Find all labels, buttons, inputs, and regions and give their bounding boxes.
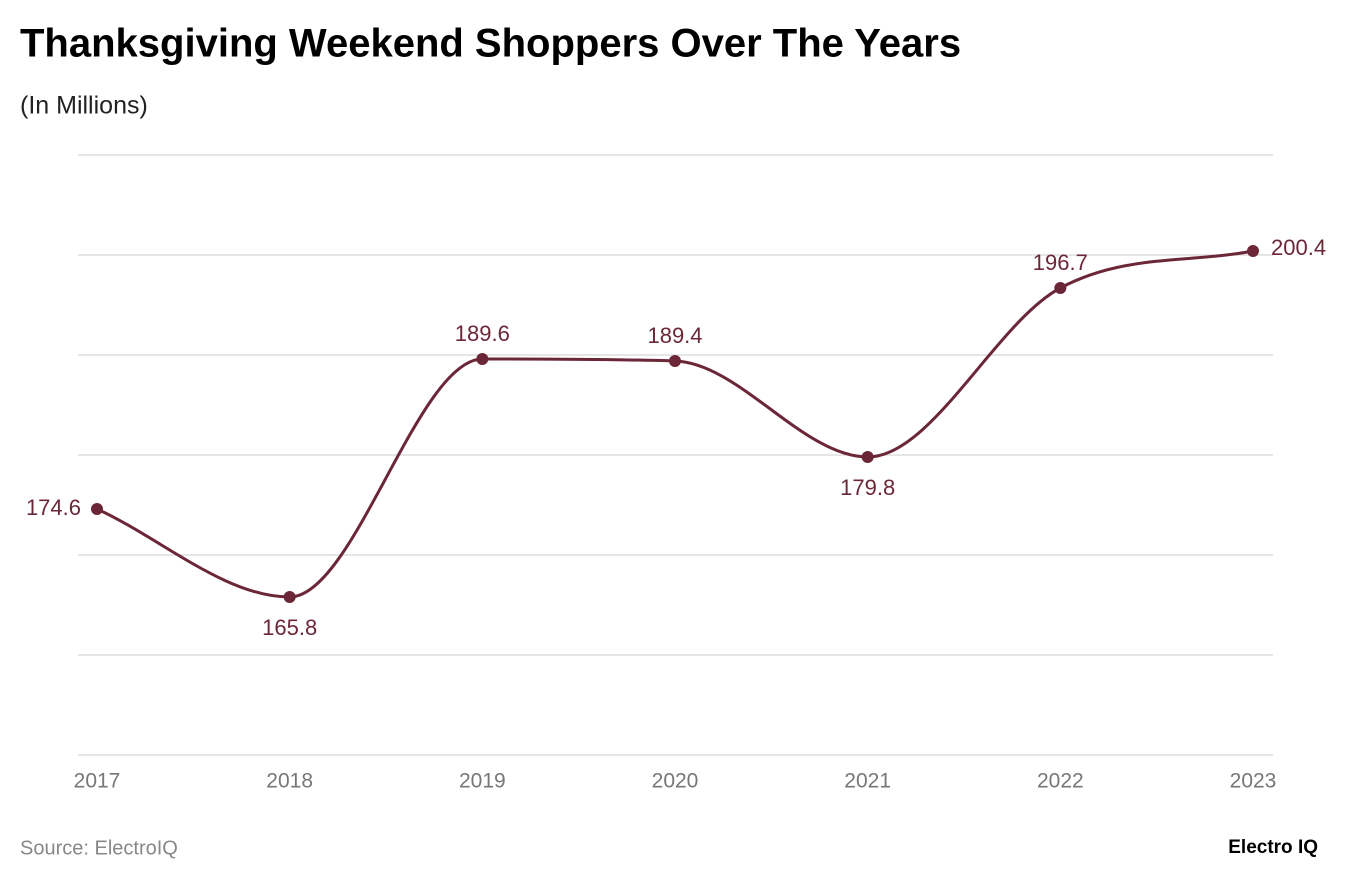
data-label: 174.6 [26, 495, 81, 520]
point [283, 591, 296, 603]
x-tick-label: 2021 [844, 770, 891, 793]
point [669, 355, 681, 367]
data-label: 165.8 [262, 615, 317, 640]
point [861, 451, 874, 463]
data-label: 196.7 [1033, 250, 1088, 275]
line [96, 249, 1254, 599]
x-tick-label: 2020 [652, 770, 699, 793]
data-label: 200.4 [1271, 235, 1326, 260]
x-tick-label: 2022 [1037, 770, 1084, 793]
data-label: 179.8 [840, 475, 895, 500]
point [91, 503, 103, 515]
data-label: 189.4 [647, 323, 702, 348]
x-tick-label: 2023 [1230, 770, 1277, 793]
logo: Electro IQ [1228, 837, 1318, 858]
x-tick-label: 2019 [459, 770, 506, 793]
x-tick-label: 2017 [74, 770, 121, 793]
chart-subtitle: (In Millions) [20, 92, 148, 120]
point [1054, 282, 1067, 294]
point [1247, 245, 1259, 257]
x-tick-label: 2018 [266, 770, 313, 793]
data-label: 189.6 [455, 321, 510, 346]
source: Source: ElectroIQ [20, 837, 178, 859]
chart-title: Thanksgiving Weekend Shoppers Over The Y… [20, 22, 961, 66]
point [476, 353, 489, 365]
